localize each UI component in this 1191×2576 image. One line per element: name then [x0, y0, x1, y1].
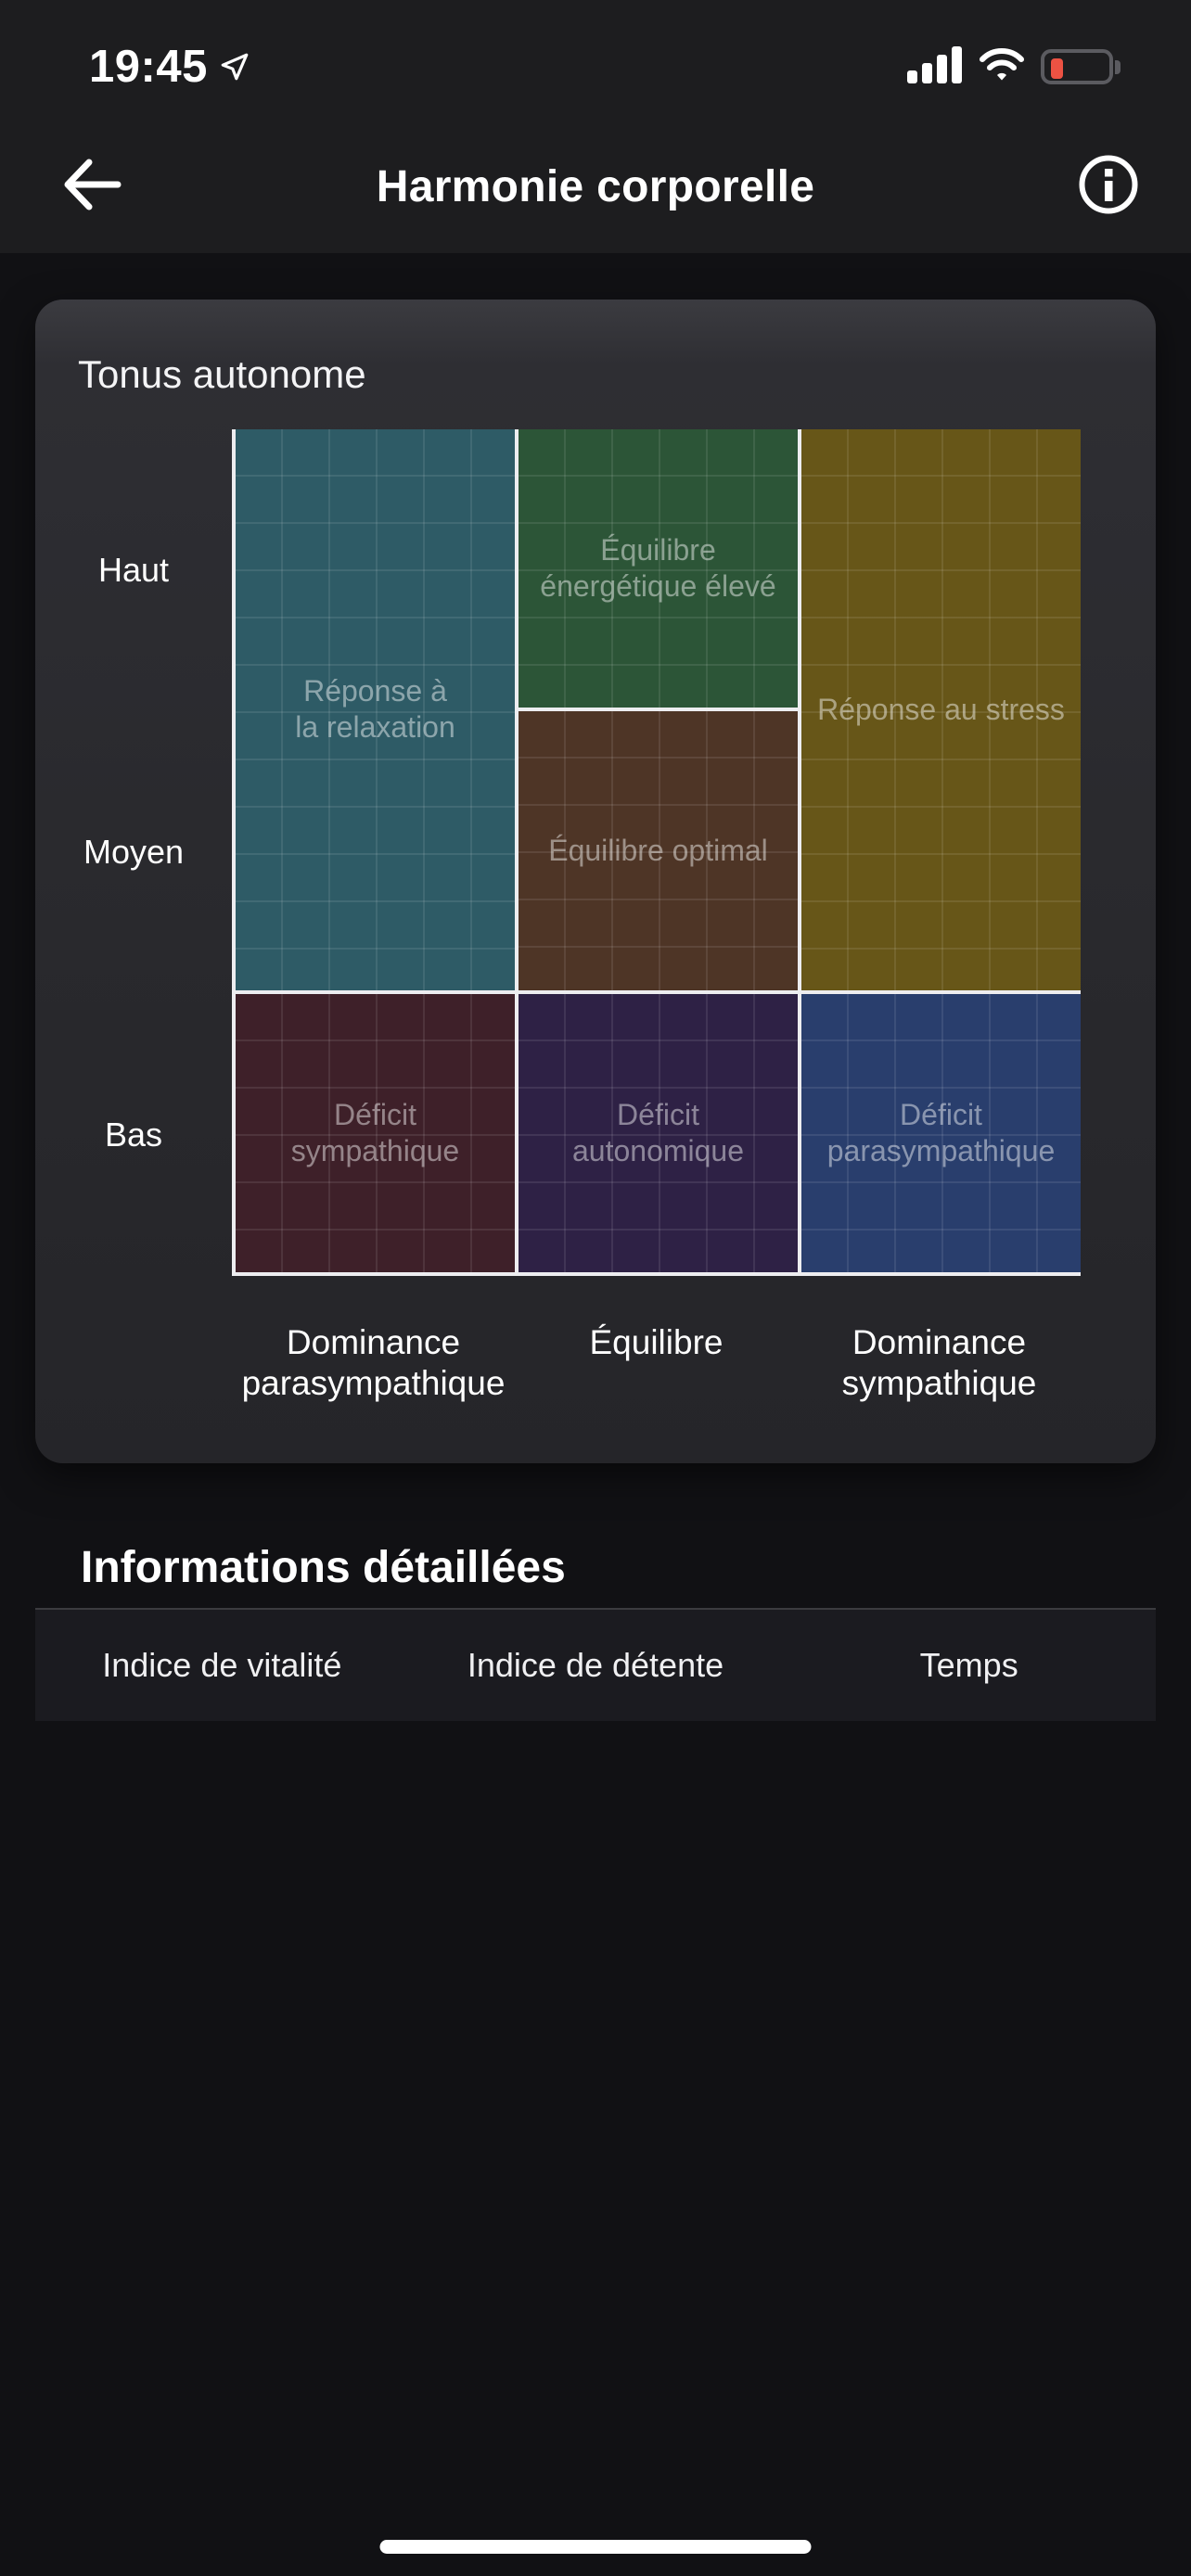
battery-icon [1041, 49, 1121, 84]
y-axis-labels: Haut Moyen Bas [35, 429, 232, 1276]
back-button[interactable] [61, 159, 128, 215]
home-indicator[interactable] [379, 2540, 812, 2554]
tonus-chart: Haut Moyen Bas Réponse à la relaxation Éq… [35, 429, 1156, 1276]
wifi-icon [979, 47, 1025, 87]
battery-level [1051, 58, 1063, 79]
details-heading: Informations détaillées [81, 1543, 566, 1592]
y-label-bas: Bas [104, 1115, 163, 1154]
x-label-dominance-sympathique: Dominance sympathique [841, 1323, 1037, 1402]
zone-equilibre-optimal: Équilibre optimal [519, 711, 798, 990]
zone-deficit-parasympathique: Déficit parasympathique [801, 993, 1081, 1272]
status-bar: 19:45 [0, 0, 1191, 121]
signal-icon [907, 45, 963, 88]
card-title: Tonus autonome [78, 352, 366, 396]
status-icons [907, 45, 1121, 88]
y-label-haut: Haut [97, 551, 170, 590]
zone-reponse-relaxation: Réponse à la relaxation [236, 429, 515, 990]
top-chrome: 19:45 [0, 0, 1191, 253]
info-button[interactable] [1076, 155, 1141, 220]
zone-deficit-sympathique: Déficit sympathique [236, 993, 515, 1272]
battery-body [1041, 49, 1113, 84]
clock: 19:45 [89, 42, 208, 92]
x-label-dominance-parasympathique: Dominance parasympathique [241, 1323, 506, 1402]
column-header-detente: Indice de détente [467, 1646, 724, 1684]
zone-equilibre-energetique: Équilibre énergétique élevé [519, 429, 798, 708]
column-header-temps: Temps [919, 1646, 1018, 1684]
back-arrow-icon [61, 158, 122, 216]
info-icon [1078, 154, 1139, 220]
location-icon [219, 51, 250, 83]
matrix-grid: Réponse à la relaxation Équilibre énergéti… [232, 429, 1081, 1276]
zone-reponse-stress: Réponse au stress [801, 429, 1081, 990]
x-axis-labels: Dominance parasympathique Équilibre Domin… [232, 1322, 1081, 1404]
x-label-equilibre: Équilibre [589, 1323, 724, 1361]
y-label-moyen: Moyen [83, 833, 185, 872]
nav-bar: Harmonie corporelle [0, 121, 1191, 253]
zone-deficit-autonomique: Déficit autonomique [519, 993, 798, 1272]
details-table-header: Indice de vitalité Indice de détente Tem… [35, 1608, 1156, 1721]
battery-cap [1115, 59, 1121, 74]
column-header-vitalite: Indice de vitalité [102, 1646, 342, 1684]
page-title: Harmonie corporelle [376, 162, 815, 211]
status-time-group: 19:45 [89, 41, 250, 93]
